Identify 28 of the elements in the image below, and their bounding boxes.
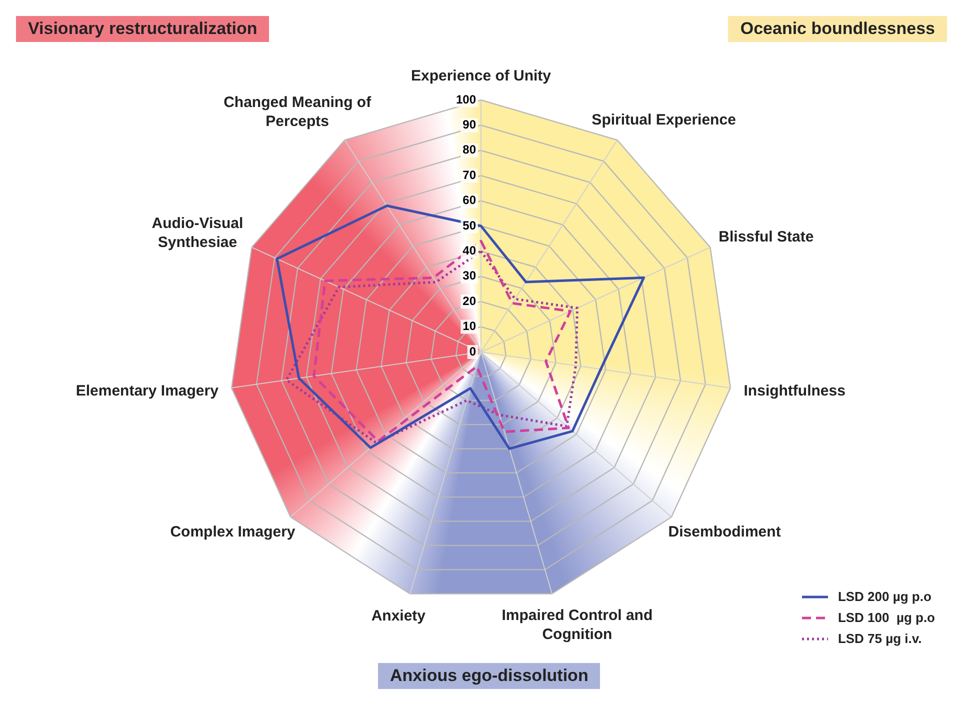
spoke-label: Changed Meaning of Percepts xyxy=(224,94,372,130)
legend-label: LSD 100 µg p.o xyxy=(838,610,935,625)
spoke-label: Elementary Imagery xyxy=(76,382,220,400)
spoke-label: Insightfulness xyxy=(744,382,846,400)
text: Visionary restructuralization xyxy=(16,16,270,42)
y-tick-label: 90 xyxy=(462,118,476,132)
legend-label: LSD 200 µg p.o xyxy=(838,589,932,604)
y-tick-label: 100 xyxy=(456,92,476,106)
spoke-label: Disembodiment xyxy=(668,524,781,541)
y-tick-label: 60 xyxy=(462,193,476,208)
spoke-label: Complex Imagery xyxy=(170,524,296,541)
y-tick-label: 0 xyxy=(469,344,476,358)
legend-label: LSD 75 µg i.v. xyxy=(838,631,922,646)
text: Oceanic boundlessness xyxy=(728,16,947,42)
spoke-label: Anxiety xyxy=(371,607,426,624)
spoke-label: Spiritual Experience xyxy=(592,111,736,128)
text: Anxious ego-dissolution xyxy=(378,663,600,689)
spoke-label: Blissful State xyxy=(718,228,814,246)
y-tick-label: 70 xyxy=(462,168,476,182)
spoke-label: Experience of Unity xyxy=(410,68,552,85)
spoke-label: Audio-Visual Synthesiae xyxy=(152,215,244,252)
spoke-label: Impaired Control and Cognition xyxy=(502,607,653,644)
y-tick-label: 40 xyxy=(462,244,476,258)
y-tick-label: 30 xyxy=(462,268,476,283)
y-tick-label: 20 xyxy=(462,294,476,308)
y-tick-label: 80 xyxy=(462,142,476,157)
y-tick-label: 10 xyxy=(462,319,476,334)
y-tick-label: 50 xyxy=(462,218,476,232)
